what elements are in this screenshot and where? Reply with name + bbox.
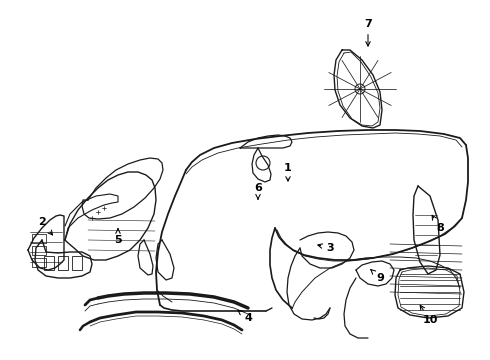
Text: 1: 1 [284, 163, 292, 181]
Text: 5: 5 [114, 229, 122, 245]
Text: 6: 6 [254, 183, 262, 199]
Bar [44, 256, 54, 270]
Text: 2: 2 [38, 217, 52, 235]
Bar [72, 256, 82, 270]
Text: 3: 3 [318, 243, 334, 253]
Bar [32, 246, 46, 255]
Bar [58, 256, 68, 270]
Bar [32, 258, 46, 267]
Text: 8: 8 [432, 215, 444, 233]
Bar [32, 234, 46, 243]
Text: 7: 7 [364, 19, 372, 46]
Text: 4: 4 [238, 310, 252, 323]
Text: 9: 9 [371, 270, 384, 283]
Text: 10: 10 [420, 305, 438, 325]
